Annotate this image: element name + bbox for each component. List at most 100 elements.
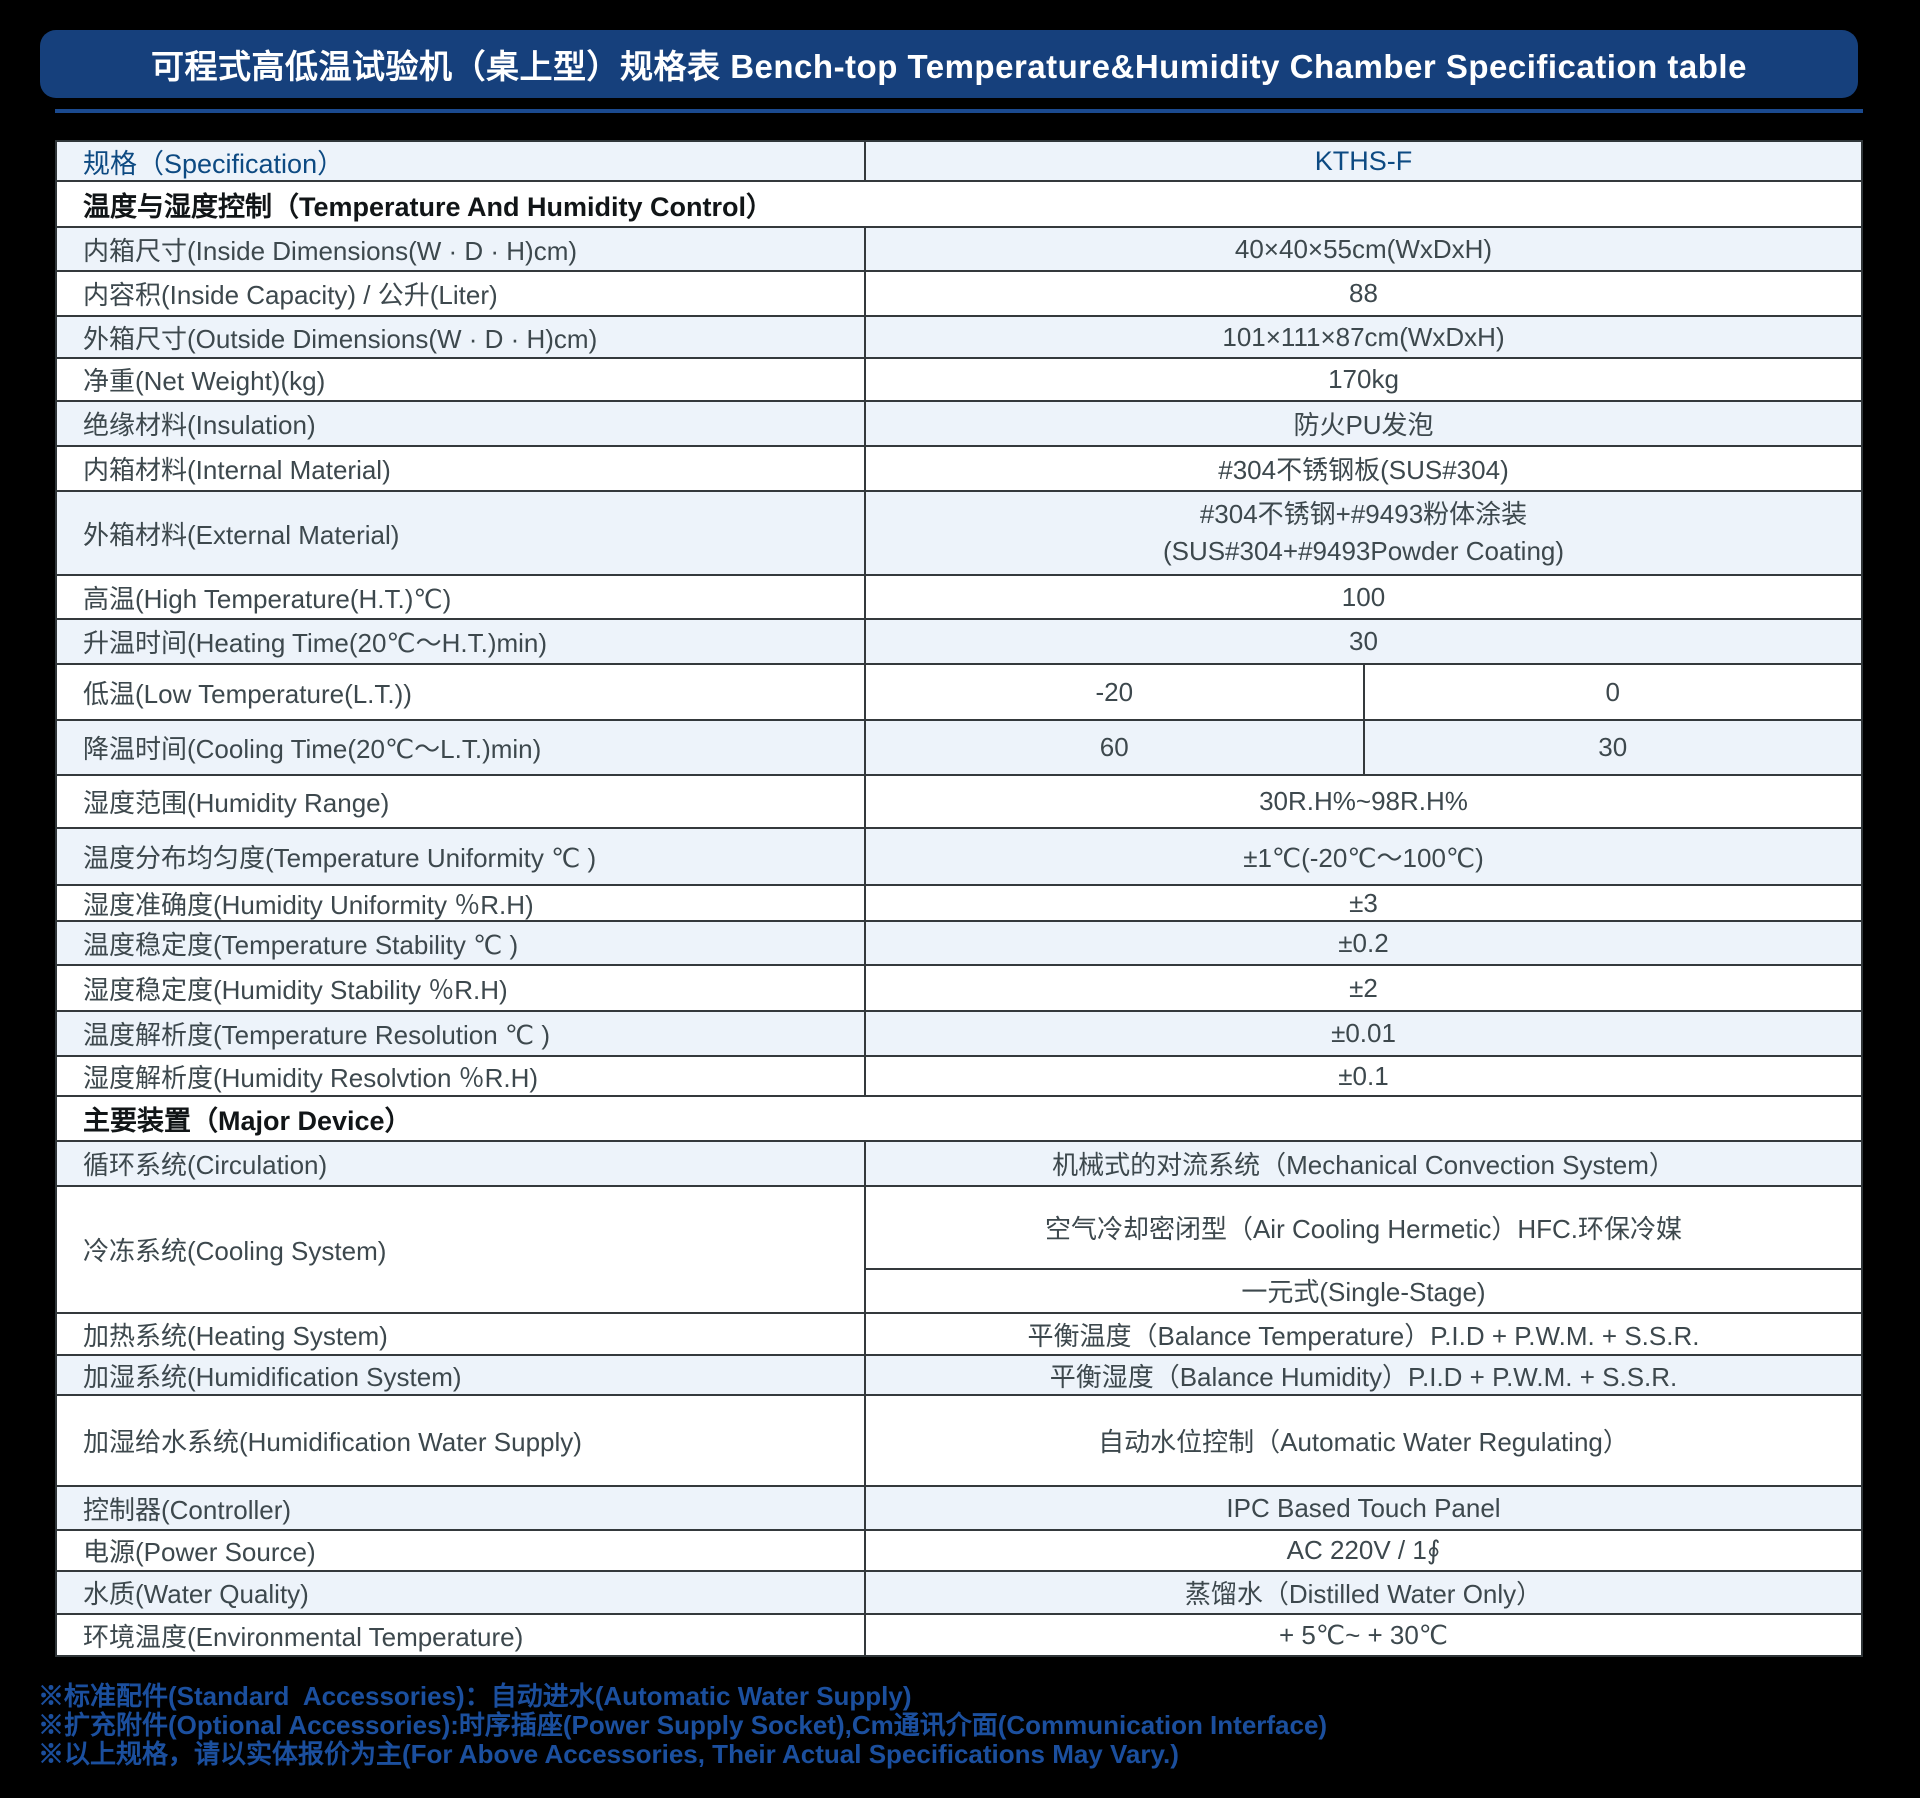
spec-label: 升温时间(Heating Time(20℃～H.T.)min) (83, 628, 548, 658)
spec-label: 加湿系统(Humidification System) (83, 1361, 462, 1392)
spec-label: 冷冻系统(Cooling System) (83, 1236, 387, 1266)
spec-value: 机械式的对流系统（Mechanical Convection System） (864, 1142, 1861, 1185)
spec-value-split: 60 30 (864, 721, 1861, 774)
spec-row-net-weight: 净重(Net Weight)(kg) 170kg (57, 357, 1861, 400)
spec-row-cooling-system: 冷冻系统(Cooling System) 空气冷却密闭型（Air Cooling … (57, 1185, 1861, 1312)
spec-value-subrow: 一元式(Single-Stage) (866, 1267, 1861, 1312)
spec-row-temperature-stability: 温度稳定度(Temperature Stability ℃ ) ±0.2 (57, 920, 1861, 964)
spec-value: IPC Based Touch Panel (864, 1487, 1861, 1529)
spec-value-option: 60 (1099, 732, 1129, 762)
spec-label: 电源(Power Source) (83, 1537, 316, 1567)
spec-value: 平衡温度（Balance Temperature）P.I.D + P.W.M. … (864, 1314, 1861, 1354)
spec-value: ±0.1 (864, 1057, 1861, 1095)
spec-row-cooling-time: 降温时间(Cooling Time(20℃～L.T.)min) 60 30 (57, 719, 1861, 774)
spec-label: 内箱材料(Internal Material) (83, 455, 391, 485)
spec-value: 40×40×55cm(WxDxH) (864, 228, 1861, 270)
spec-row-section-major-device: 主要装置（Major Device） (57, 1095, 1861, 1140)
spec-row-high-temperature: 高温(High Temperature(H.T.)℃) 100 (57, 574, 1861, 618)
spec-label: 降温时间(Cooling Time(20℃～L.T.)min) (83, 734, 542, 764)
spec-value: #304不锈钢板(SUS#304) (864, 447, 1861, 490)
spec-value: ±3 (864, 886, 1861, 920)
spec-label: 水质(Water Quality) (83, 1579, 309, 1609)
spec-value-option: 30 (1362, 721, 1862, 774)
spec-label: 净重(Net Weight)(kg) (83, 366, 326, 396)
spec-label: 内容积(Inside Capacity) / 公升(Liter) (83, 280, 498, 310)
section-header-label: 主要装置（Major Device） (83, 1106, 412, 1136)
spec-row-controller: 控制器(Controller) IPC Based Touch Panel (57, 1485, 1861, 1529)
spec-value-subrow: 空气冷却密闭型（Air Cooling Hermetic）HFC.环保冷媒 (1044, 1213, 1683, 1244)
spec-value-option: -20 (1095, 676, 1134, 707)
spec-label: 湿度稳定度(Humidity Stability ％R.H) (83, 974, 508, 1005)
spec-value: ±0.01 (864, 1012, 1861, 1055)
spec-value-split: -20 0 (864, 665, 1861, 719)
spec-row-heating-system: 加热系统(Heating System) 平衡温度（Balance Tempera… (57, 1312, 1861, 1354)
spec-row-insulation: 绝缘材料(Insulation) 防火PU发泡 (57, 400, 1861, 445)
spec-row-section-temp-humidity-control: 温度与湿度控制（Temperature And Humidity Control… (57, 180, 1861, 226)
spec-label: 外箱材料(External Material) (83, 519, 400, 550)
spec-value: AC 220V / 1∮ (864, 1531, 1861, 1570)
table-header-label: 规格（Specification） (83, 148, 345, 179)
spec-label: 环境温度(Environmental Temperature) (83, 1621, 524, 1652)
spec-value: + 5℃~ + 30℃ (864, 1615, 1861, 1655)
spec-value-line: #304不锈钢+#9493粉体涂装 (1199, 499, 1528, 529)
spec-label: 湿度准确度(Humidity Uniformity ％R.H) (83, 889, 534, 920)
footer-note: ※以上规格，请以实体报价为主(For Above Accessories, Th… (38, 1739, 1179, 1769)
spec-label: 温度分布均匀度(Temperature Uniformity ℃ ) (83, 843, 597, 873)
spec-value: 防火PU发泡 (864, 402, 1861, 445)
spec-row-humidity-range: 湿度范围(Humidity Range) 30R.H%~98R.H% (57, 774, 1861, 827)
spec-row-outside-dimensions: 外箱尺寸(Outside Dimensions(W · D · H)cm) 101… (57, 315, 1861, 357)
spec-row-humidification-water-supply: 加湿给水系统(Humidification Water Supply) 自动水位控… (57, 1394, 1861, 1485)
spec-row-heating-time: 升温时间(Heating Time(20℃～H.T.)min) 30 (57, 618, 1861, 663)
table-header-row: 规格（Specification） KTHS-F (57, 142, 1861, 180)
spec-value: ±1℃(-20℃～100℃) (864, 829, 1861, 884)
spec-value-multiline: #304不锈钢+#9493粉体涂装 (SUS#304+#9493Powder Co… (864, 492, 1861, 574)
spec-row-internal-material: 内箱材料(Internal Material) #304不锈钢板(SUS#304) (57, 445, 1861, 490)
spec-row-low-temperature: 低温(Low Temperature(L.T.)) -20 0 (57, 663, 1861, 719)
spec-row-water-quality: 水质(Water Quality) 蒸馏水（Distilled Water Onl… (57, 1570, 1861, 1613)
spec-label: 加湿给水系统(Humidification Water Supply) (83, 1427, 582, 1457)
spec-label: 控制器(Controller) (83, 1494, 292, 1525)
spec-value-group: 空气冷却密闭型（Air Cooling Hermetic）HFC.环保冷媒一元式… (864, 1187, 1861, 1312)
spec-row-humidity-stability: 湿度稳定度(Humidity Stability ％R.H) ±2 (57, 964, 1861, 1010)
spec-value: 170kg (864, 359, 1861, 400)
spec-label: 循环系统(Circulation) (83, 1150, 328, 1180)
spec-table: 规格（Specification） KTHS-F 温度与湿度控制（Tempera… (55, 140, 1863, 1657)
footer-note: ※标准配件(Standard Accessories)：自动进水(Automat… (38, 1681, 912, 1711)
section-header-label: 温度与湿度控制（Temperature And Humidity Control… (83, 191, 774, 222)
spec-row-humidity-uniformity: 湿度准确度(Humidity Uniformity ％R.H) ±3 (57, 884, 1861, 920)
spec-value: 蒸馏水（Distilled Water Only） (864, 1572, 1861, 1613)
spec-row-environmental-temperature: 环境温度(Environmental Temperature) + 5℃~ + 3… (57, 1613, 1861, 1655)
spec-value: 100 (864, 576, 1861, 618)
spec-value-option: 0 (1362, 665, 1862, 719)
spec-row-inside-capacity: 内容积(Inside Capacity) / 公升(Liter) 88 (57, 270, 1861, 315)
spec-label: 温度稳定度(Temperature Stability ℃ ) (83, 929, 519, 960)
spec-value-line: (SUS#304+#9493Powder Coating) (1162, 536, 1565, 566)
spec-label: 高温(High Temperature(H.T.)℃) (83, 583, 452, 614)
title-bar: 可程式高低温试验机（桌上型）规格表 Bench-top Temperature&… (40, 30, 1858, 98)
spec-label: 绝缘材料(Insulation) (83, 410, 316, 440)
spec-label: 低温(Low Temperature(L.T.)) (83, 678, 412, 709)
spec-label: 内箱尺寸(Inside Dimensions(W · D · H)cm) (83, 235, 578, 266)
spec-row-circulation: 循环系统(Circulation) 机械式的对流系统（Mechanical Con… (57, 1140, 1861, 1185)
spec-label: 湿度解析度(Humidity Resolvtion ％R.H) (83, 1062, 539, 1093)
spec-value: ±0.2 (864, 922, 1861, 964)
footer-note: ※扩充附件(Optional Accessories):时序插座(Power S… (38, 1710, 1328, 1740)
spec-value: 88 (864, 272, 1861, 315)
table-header-model: KTHS-F (864, 142, 1861, 180)
page-title: 可程式高低温试验机（桌上型）规格表 Bench-top Temperature&… (151, 48, 1747, 85)
title-separator-line (55, 109, 1863, 113)
spec-value: 自动水位控制（Automatic Water Regulating） (864, 1396, 1861, 1485)
spec-label: 加热系统(Heating System) (83, 1320, 388, 1351)
spec-value: 30R.H%~98R.H% (864, 776, 1861, 827)
spec-row-inside-dimensions: 内箱尺寸(Inside Dimensions(W · D · H)cm) 40×4… (57, 226, 1861, 270)
spec-label: 温度解析度(Temperature Resolution ℃ ) (83, 1020, 550, 1050)
spec-label: 湿度范围(Humidity Range) (83, 788, 390, 818)
spec-row-temperature-resolution: 温度解析度(Temperature Resolution ℃ ) ±0.01 (57, 1010, 1861, 1055)
spec-label: 外箱尺寸(Outside Dimensions(W · D · H)cm) (83, 323, 598, 354)
spec-value: 平衡湿度（Balance Humidity）P.I.D + P.W.M. + S… (864, 1356, 1861, 1394)
spec-row-temperature-uniformity: 温度分布均匀度(Temperature Uniformity ℃ ) ±1℃(-2… (57, 827, 1861, 884)
spec-value: ±2 (864, 966, 1861, 1010)
spec-value: 101×111×87cm(WxDxH) (864, 317, 1861, 357)
footer-notes: ※标准配件(Standard Accessories)：自动进水(Automat… (38, 1682, 1327, 1769)
spec-row-humidification-system: 加湿系统(Humidification System) 平衡湿度（Balance … (57, 1354, 1861, 1394)
